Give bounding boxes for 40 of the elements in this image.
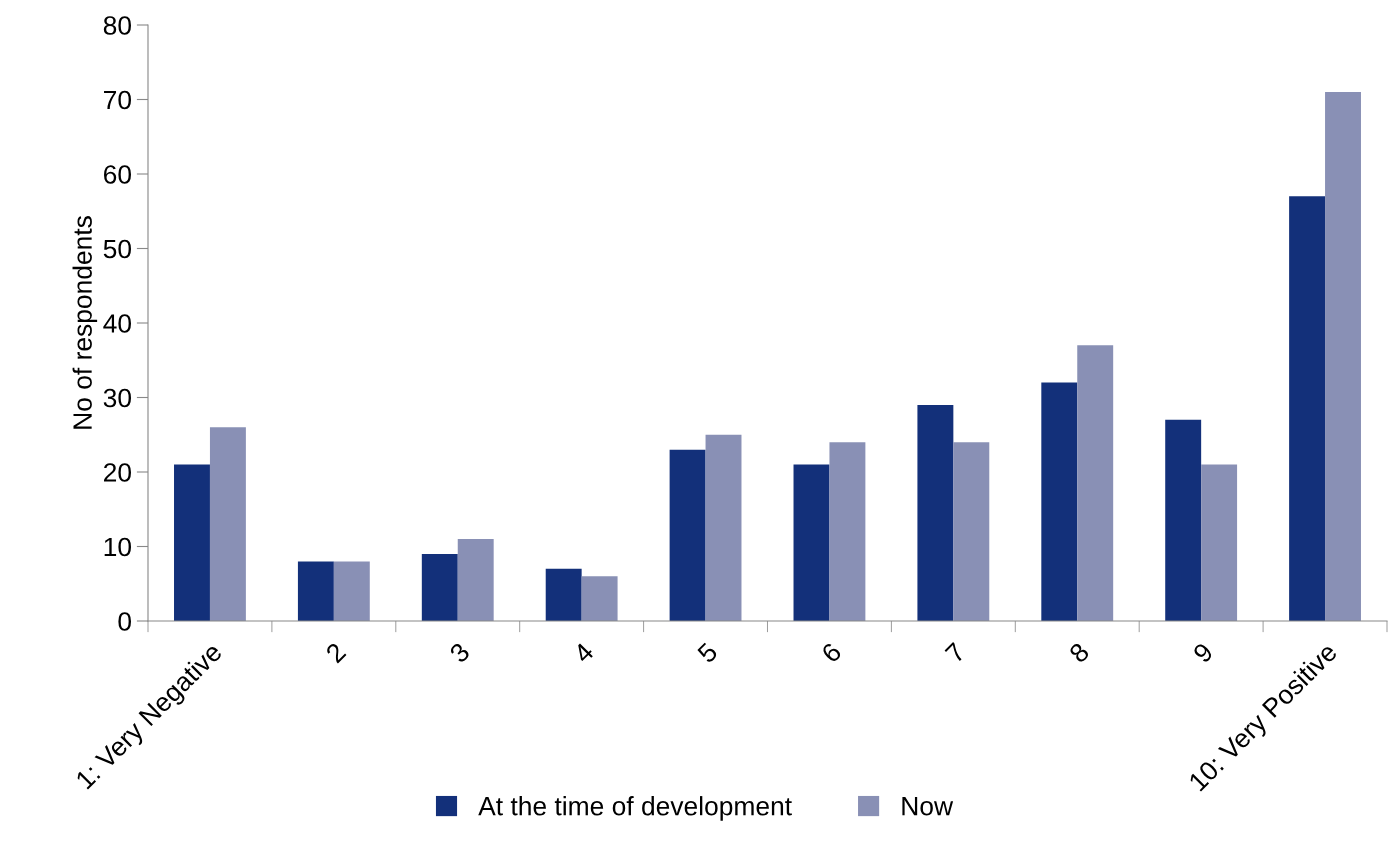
bar <box>581 576 618 621</box>
x-tick-label: 6 <box>820 641 843 664</box>
bar <box>1165 419 1202 621</box>
bar <box>1201 464 1238 621</box>
y-tick-label: 0 <box>118 612 131 631</box>
y-tick-label: 60 <box>104 165 131 184</box>
bar <box>917 404 954 621</box>
legend-label: Now <box>902 797 954 816</box>
bar <box>669 449 706 621</box>
bar <box>209 427 246 621</box>
bar <box>297 561 334 621</box>
y-tick-label: 50 <box>103 239 131 259</box>
x-tick-label: 5 <box>696 641 719 664</box>
bar <box>793 464 830 621</box>
bar <box>174 464 210 621</box>
legend-label: At the time of development <box>478 796 792 821</box>
bar <box>333 561 370 621</box>
bar <box>705 434 742 621</box>
x-tick-label: 4 <box>572 641 595 664</box>
y-tick-label: 20 <box>104 463 131 482</box>
bar <box>545 568 582 621</box>
x-tick-label: 8 <box>1068 641 1091 664</box>
x-tick-label: 3 <box>448 641 471 664</box>
y-tick-label: 10 <box>104 537 131 557</box>
y-tick-label: 70 <box>104 90 131 110</box>
y-tick-label: 80 <box>103 16 131 35</box>
bar <box>1041 382 1078 621</box>
bar <box>1077 345 1114 621</box>
bar <box>421 553 458 621</box>
x-tick-label: 9 <box>1192 641 1214 664</box>
x-tick-label: 2 <box>324 641 347 664</box>
y-tick-label: 30 <box>103 388 131 408</box>
y-tick-label: 40 <box>103 314 131 333</box>
bar <box>953 442 990 621</box>
bar <box>457 539 494 621</box>
bar <box>829 442 866 621</box>
bar <box>1289 196 1326 621</box>
x-tick-label: 7 <box>944 642 966 664</box>
bar <box>1325 92 1361 621</box>
y-axis-title: No of respondents <box>72 216 98 429</box>
